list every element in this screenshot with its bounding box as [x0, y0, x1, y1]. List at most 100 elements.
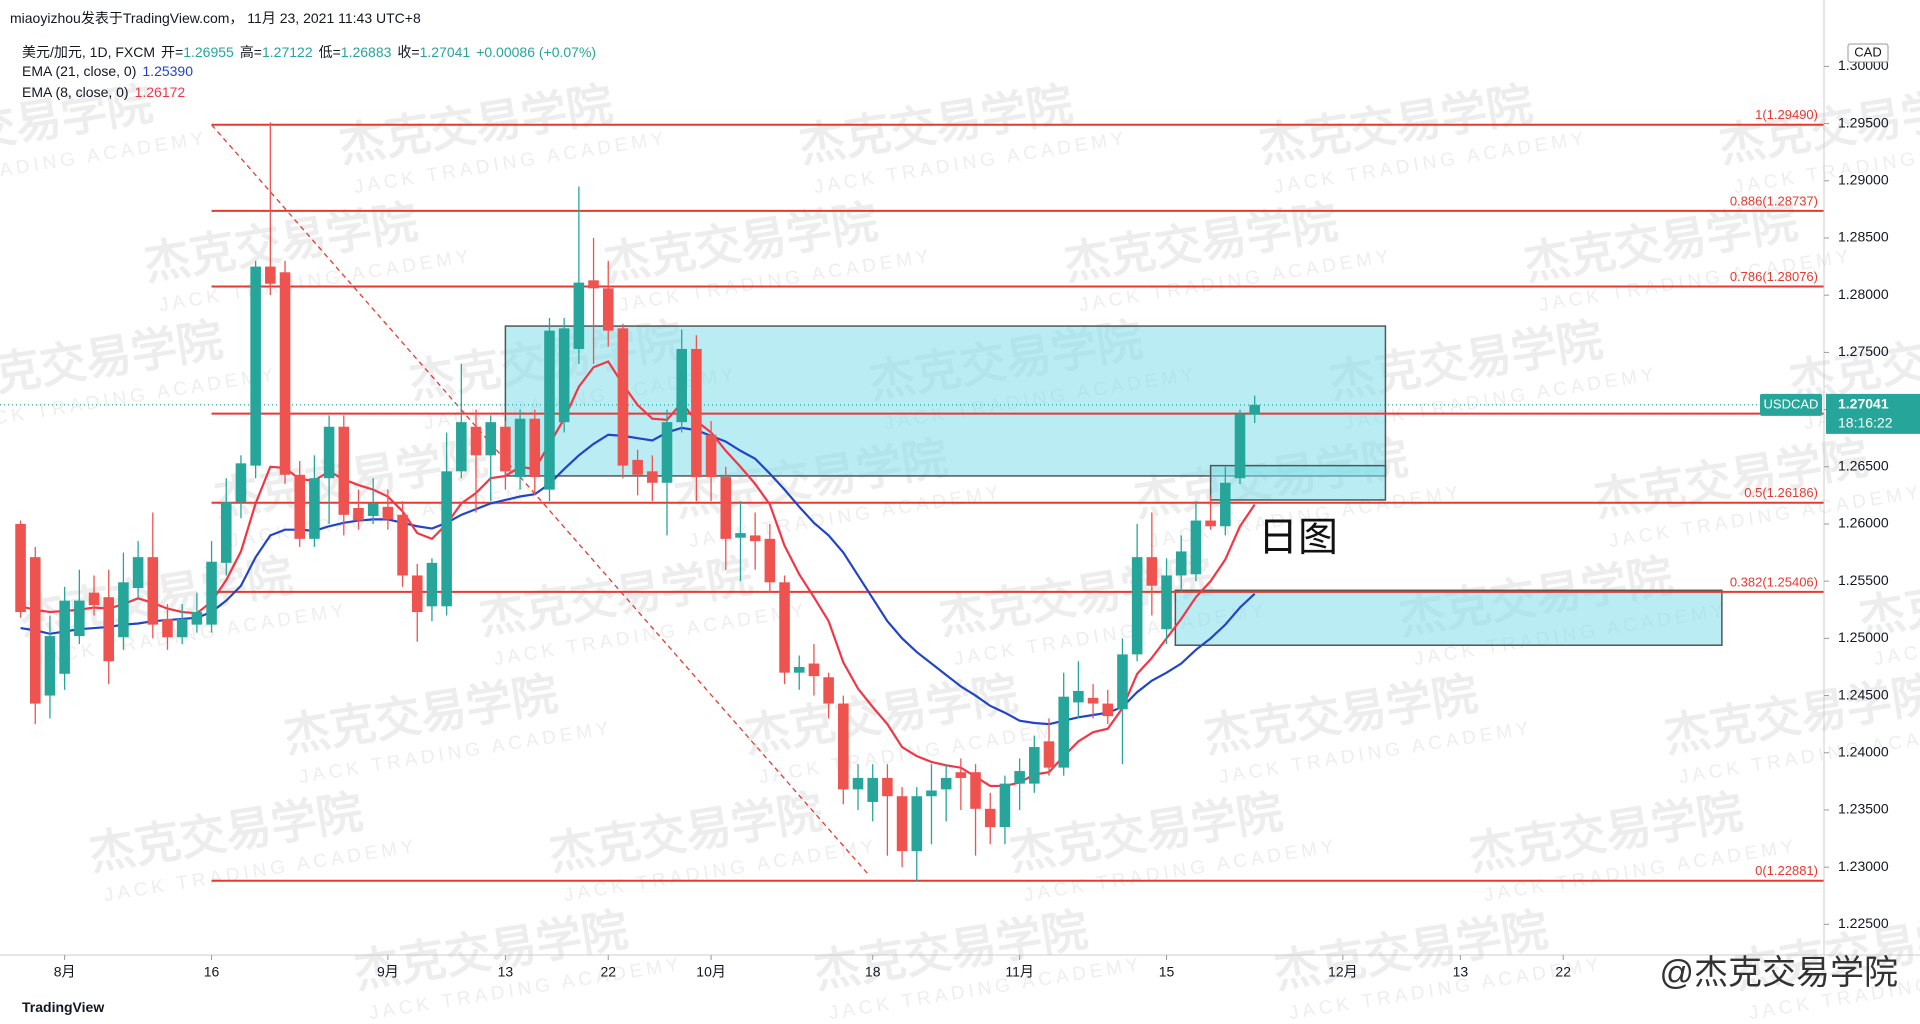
fib-label: 0.886(1.28737) — [1730, 193, 1818, 208]
x-tick-label: 15 — [1159, 964, 1175, 980]
x-tick-label: 18 — [865, 964, 881, 980]
fib-label: 0(1.22881) — [1755, 863, 1818, 878]
candle-body — [279, 272, 291, 475]
candle-body — [1161, 575, 1172, 630]
currency-box — [1847, 43, 1889, 63]
ohlc-label: 开= — [161, 44, 184, 60]
price-tag-label: 1.27041 — [1838, 396, 1889, 412]
candle-body — [984, 808, 996, 828]
y-tick-label: 1.24500 — [1838, 686, 1889, 702]
candle-body — [59, 600, 70, 674]
candle-body — [970, 772, 981, 809]
symbol: 美元/加元, 1D, FXCM — [22, 44, 156, 60]
candle-body — [1058, 696, 1069, 768]
candle-body — [147, 557, 159, 625]
trend-line — [211, 124, 870, 876]
candle-body — [1102, 703, 1114, 717]
candle-body — [294, 474, 306, 539]
candle-body — [132, 557, 144, 589]
candle-body — [500, 426, 511, 472]
candle-body — [779, 582, 790, 673]
candle-body — [896, 796, 908, 852]
legend-ema: EMA (21, close, 0) 1.25390 — [22, 63, 199, 79]
candle-body — [1190, 520, 1202, 575]
x-tick-label: 8月 — [54, 964, 76, 980]
candle-body — [15, 523, 26, 613]
candle-body — [661, 422, 673, 483]
ohlc-value: 1.27122 — [262, 44, 313, 60]
legend-ema: EMA (8, close, 0) 1.26172 — [22, 84, 191, 100]
candle-body — [485, 422, 496, 456]
candle-body — [1205, 520, 1216, 527]
candle-body — [1175, 551, 1187, 576]
countdown: 18:16:22 — [1838, 415, 1893, 431]
candle-body — [176, 618, 188, 638]
candle-body — [441, 471, 452, 607]
candle-body — [309, 478, 320, 539]
annotation: 日图 — [1258, 516, 1338, 560]
ohlc-item: 高=1.27122 — [240, 44, 313, 60]
candle-body — [1234, 414, 1246, 479]
candle-body — [353, 507, 364, 521]
candle-body — [632, 459, 643, 475]
candle-body — [1014, 771, 1025, 784]
y-tick-label: 1.27500 — [1838, 343, 1889, 359]
candle-body — [411, 575, 423, 613]
candle-body — [926, 790, 937, 797]
watermark-cn: 杰克交易学院 — [1785, 313, 1920, 408]
y-tick-label: 1.25500 — [1838, 572, 1889, 588]
candle-body — [940, 777, 952, 790]
y-tick-label: 1.29500 — [1838, 114, 1889, 130]
fib-label: 1(1.29490) — [1755, 107, 1818, 122]
series-value: 1.25390 — [142, 63, 193, 79]
ohlc-value: 1.26883 — [340, 44, 392, 60]
y-tick-label: 1.23000 — [1838, 858, 1889, 874]
x-tick-label: 13 — [498, 964, 514, 980]
candle-body — [808, 663, 820, 677]
ohlc-label: 高= — [239, 44, 262, 60]
candle-body — [573, 282, 585, 349]
candle-body — [955, 772, 967, 778]
candle-body — [338, 426, 350, 515]
candle-body — [103, 597, 115, 662]
candle-body — [602, 288, 614, 331]
ohlc-label: 低= — [318, 44, 341, 60]
candle-body — [367, 503, 379, 516]
candle-body — [1146, 557, 1158, 586]
series-name: EMA (21, close, 0) — [22, 63, 137, 79]
y-tick-label: 1.23500 — [1838, 801, 1889, 817]
candle-body — [118, 582, 129, 638]
candle-body — [764, 538, 776, 583]
candle-body — [705, 434, 717, 478]
candle-body — [867, 777, 878, 802]
candle-body — [206, 561, 217, 625]
candle-body — [999, 783, 1011, 828]
candle-body — [323, 426, 335, 479]
series-value: 1.26172 — [134, 84, 186, 100]
candle-body — [29, 557, 41, 704]
x-tick-label: 11月 — [1005, 964, 1034, 980]
y-tick-label: 1.26000 — [1838, 515, 1889, 531]
fib-label: 0.382(1.25406) — [1730, 574, 1818, 589]
series-name: EMA (8, close, 0) — [22, 84, 129, 100]
logo: TradingView — [22, 999, 105, 1015]
credit: @杰克交易学院 — [1659, 954, 1898, 992]
x-tick-label: 22 — [1555, 964, 1571, 980]
x-tick-label: 12月 — [1328, 964, 1358, 980]
change: +0.00086 (+0.07%) — [476, 44, 597, 60]
candle-body — [426, 562, 438, 607]
candle-body — [882, 777, 893, 797]
ohlc-item: 低=1.26883 — [319, 44, 392, 60]
candle-body — [911, 796, 923, 852]
